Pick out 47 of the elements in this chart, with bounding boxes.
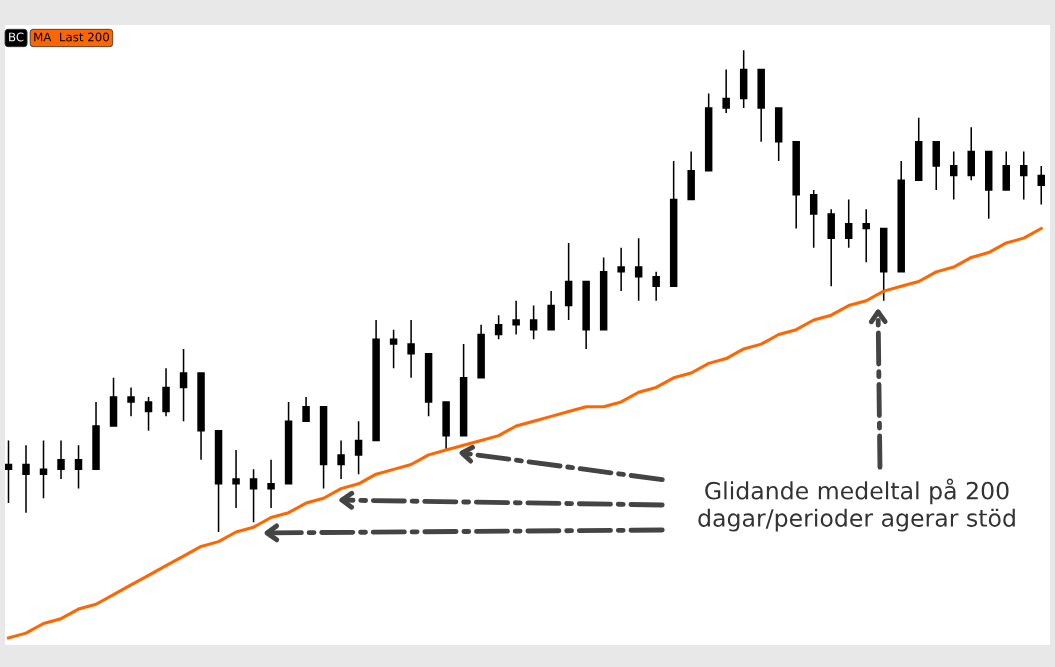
candlestick (214, 430, 223, 533)
candlestick (669, 160, 678, 288)
candlestick (267, 458, 275, 509)
candlestick (1037, 165, 1045, 206)
text: BC (9, 32, 24, 42)
candlestick (424, 352, 433, 418)
candlestick (319, 405, 328, 490)
candlestick (1002, 150, 1010, 191)
candlestick (722, 68, 730, 114)
candlestick (92, 401, 100, 471)
candlestick (22, 444, 30, 514)
candlestick (652, 271, 660, 302)
candlestick (232, 449, 240, 509)
candlestick (617, 247, 625, 292)
candlestick (599, 256, 608, 331)
candlestick (827, 208, 835, 288)
candlestick (284, 401, 293, 485)
candlestick (197, 372, 205, 461)
candlestick (302, 396, 310, 422)
candlestick (862, 208, 870, 263)
candlestick (932, 141, 940, 191)
candlestick (547, 290, 555, 331)
text: MA Last 200 (34, 32, 109, 42)
candlestick (512, 299, 520, 336)
candlestick (967, 126, 975, 182)
candlestick (897, 160, 905, 273)
annotation: Glidande medeltal på 200 dagar/perioder agerar stöd (698, 478, 1015, 532)
candlestick (372, 319, 380, 442)
candlestick (984, 150, 993, 220)
candlestick (57, 439, 65, 480)
candlestick (442, 401, 450, 451)
candlestick (582, 280, 590, 350)
candlestick (774, 107, 783, 162)
candlestick (879, 227, 888, 302)
candlestick (704, 92, 713, 172)
candlestick (757, 68, 765, 143)
candlestick (792, 141, 800, 230)
candlestick (407, 319, 415, 379)
candlestick (687, 150, 695, 201)
candlestick (1020, 150, 1028, 201)
candlestick (914, 116, 923, 182)
candlestick (109, 377, 118, 427)
candlestick (337, 439, 345, 480)
candlestick (127, 386, 135, 418)
candlestick (459, 343, 468, 437)
candlestick (162, 367, 170, 418)
candlestick (477, 324, 485, 379)
